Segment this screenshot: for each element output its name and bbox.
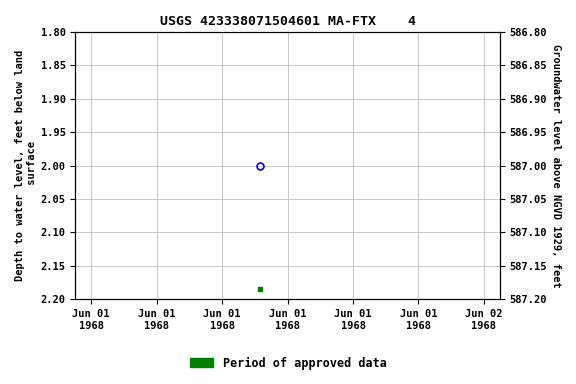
Title: USGS 423338071504601 MA-FTX    4: USGS 423338071504601 MA-FTX 4 [160,15,415,28]
Y-axis label: Groundwater level above NGVD 1929, feet: Groundwater level above NGVD 1929, feet [551,44,561,288]
Y-axis label: Depth to water level, feet below land
 surface: Depth to water level, feet below land su… [15,50,37,281]
Legend: Period of approved data: Period of approved data [185,352,391,374]
